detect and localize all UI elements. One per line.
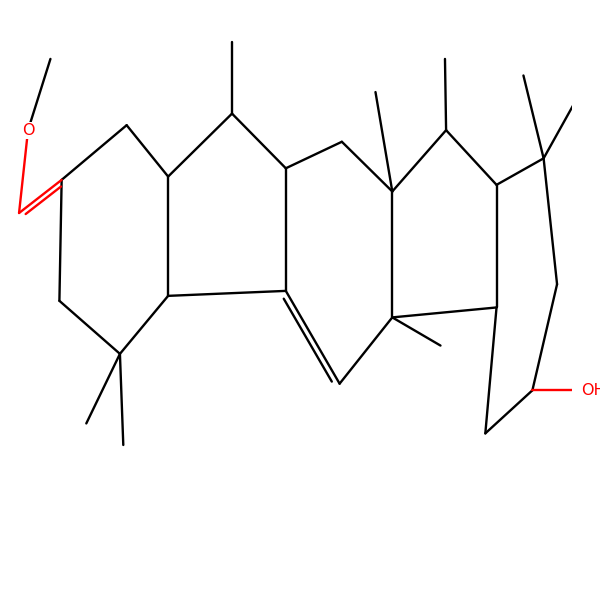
Text: OH: OH (581, 383, 600, 398)
Text: O: O (22, 122, 34, 137)
